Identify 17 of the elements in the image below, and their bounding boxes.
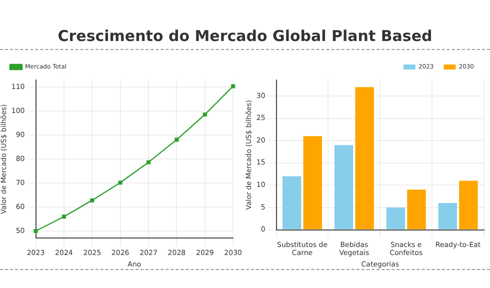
bar: [282, 176, 302, 230]
bar: [407, 190, 426, 230]
bar: [459, 180, 478, 230]
point: [202, 112, 207, 117]
chart-title: Crescimento do Mercado Global Plant Based: [58, 27, 432, 45]
point: [34, 228, 38, 234]
point: [90, 198, 94, 202]
bar: [386, 208, 406, 230]
bar: [303, 136, 322, 230]
point: [231, 84, 236, 88]
bar: [355, 87, 374, 230]
bar: [438, 203, 457, 230]
point: [62, 214, 66, 219]
point: [118, 180, 122, 185]
bar: [334, 145, 354, 230]
point: [146, 160, 151, 164]
point: [174, 138, 179, 142]
